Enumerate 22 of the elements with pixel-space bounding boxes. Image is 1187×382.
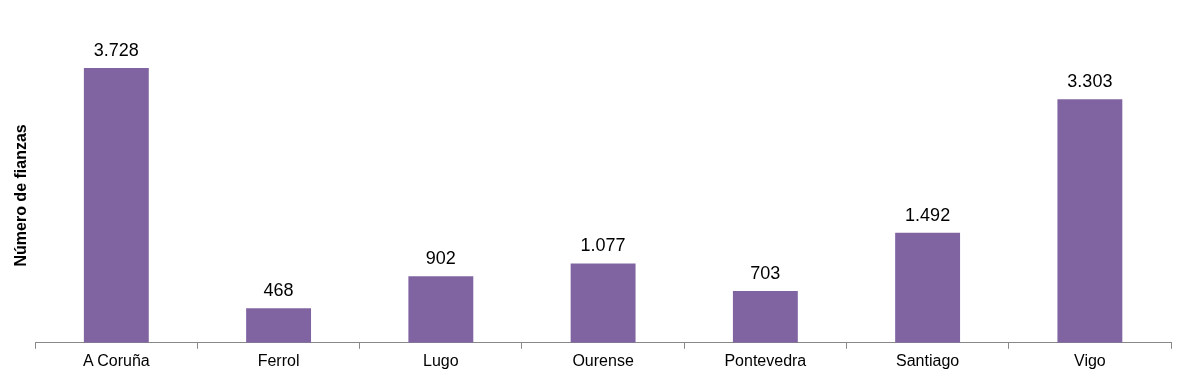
x-tick-label: Pontevedra — [724, 351, 807, 369]
bar — [83, 68, 149, 343]
data-label: 902 — [425, 248, 456, 269]
y-axis-title: Número de fianzas — [12, 124, 30, 267]
x-tick-label: Ferrol — [257, 351, 300, 369]
data-label: 468 — [263, 280, 294, 301]
bar — [1057, 99, 1123, 343]
bar — [895, 232, 961, 343]
data-label: 1.077 — [580, 235, 626, 256]
data-label: 3.303 — [1067, 71, 1113, 92]
bar — [732, 290, 798, 343]
x-tick-label: Ourense — [572, 351, 634, 369]
x-tick-label: A Coruña — [82, 351, 150, 369]
x-tick-label: Santiago — [896, 351, 960, 369]
x-tick-label: Lugo — [423, 351, 459, 369]
data-label: 3.728 — [93, 40, 139, 61]
x-tick-label: Vigo — [1074, 351, 1106, 369]
data-label: 703 — [750, 262, 781, 283]
data-label: 1.492 — [905, 204, 951, 225]
bar — [246, 308, 312, 343]
bar — [570, 263, 636, 343]
bar — [408, 276, 474, 343]
